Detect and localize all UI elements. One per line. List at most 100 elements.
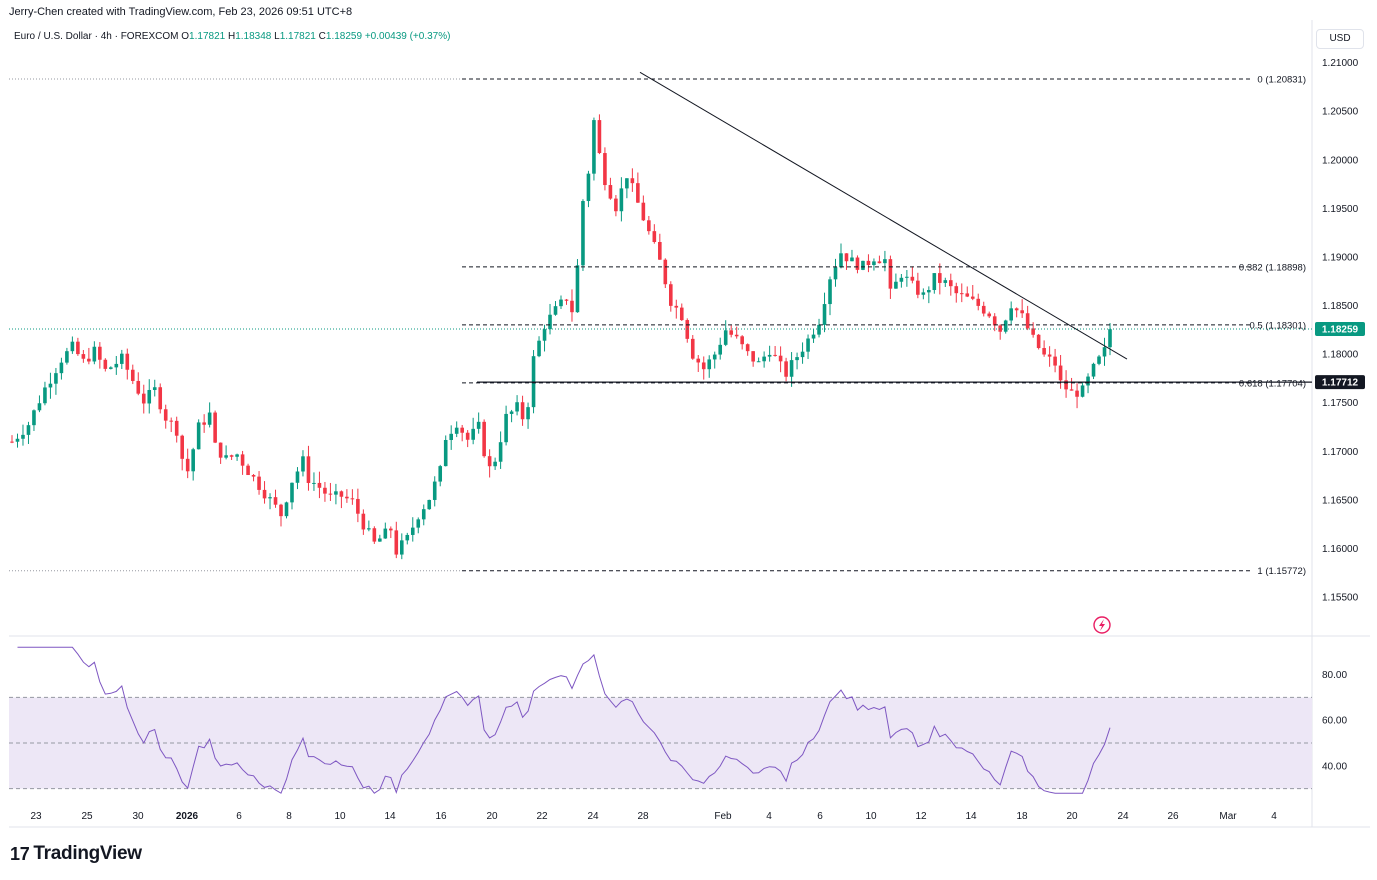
candle-body (927, 290, 931, 293)
time-tick-label: 12 (915, 811, 927, 822)
price-tick-label: 1.20500 (1322, 107, 1359, 118)
time-tick-label: 22 (536, 811, 548, 822)
candle-body (712, 354, 717, 360)
time-tick-label: Feb (714, 811, 732, 822)
candle-body (345, 496, 349, 499)
candle-body (1058, 365, 1063, 381)
candle-body (312, 482, 316, 484)
candle-body (542, 329, 547, 341)
candle-body (284, 502, 289, 517)
candle-body (910, 276, 915, 281)
candle-body (1108, 329, 1112, 348)
candle-body (581, 201, 585, 266)
candle-body (339, 491, 344, 497)
candle-body (48, 383, 53, 388)
candle-body (43, 387, 47, 404)
candle-body (608, 185, 613, 199)
price-tick-label: 1.20000 (1322, 155, 1359, 166)
candle-body (185, 458, 190, 472)
rsi-tick-label: 40.00 (1322, 761, 1347, 772)
candle-body (273, 497, 278, 505)
candle-body (844, 253, 849, 262)
candle-body (454, 427, 459, 434)
candle-body (405, 534, 410, 541)
currency-button[interactable]: USD (1316, 29, 1364, 49)
open-label: O (181, 31, 190, 42)
candle-body (663, 259, 668, 285)
candle-body (317, 482, 322, 488)
candle-body (855, 257, 860, 270)
candle-body (679, 307, 684, 321)
time-tick-label: 26 (1167, 811, 1179, 822)
candle-body (751, 351, 755, 362)
symbol-title[interactable]: Euro / U.S. Dollar · 4h · FOREXCOM (14, 31, 179, 42)
candle-body (438, 466, 443, 482)
candle-body (685, 320, 690, 339)
price-tick-label: 1.19000 (1322, 252, 1359, 263)
time-tick-label: 20 (1066, 811, 1078, 822)
fib-level-label: 0.618 (1.17704) (1239, 378, 1306, 389)
candle-body (251, 475, 256, 477)
candle-body (762, 356, 766, 362)
candle-body (669, 284, 673, 306)
candle-body (981, 305, 986, 314)
candle-body (246, 465, 250, 476)
candle-body (421, 509, 426, 520)
candle-body (597, 120, 602, 154)
candle-body (828, 279, 832, 305)
candle-body (235, 454, 239, 457)
candle-body (658, 242, 662, 260)
price-tick-label: 1.18500 (1322, 301, 1359, 312)
candle-body (54, 373, 58, 384)
time-tick-label: 24 (1117, 811, 1129, 822)
candle-body (899, 277, 904, 282)
tradingview-brand[interactable]: 17 TradingView (10, 843, 142, 865)
candle-body (432, 481, 437, 500)
candle-body (959, 293, 964, 295)
candle-body (1020, 310, 1024, 314)
candle-body (1069, 389, 1074, 391)
candle-body (399, 540, 404, 555)
candle-body (559, 299, 563, 307)
candle-body (520, 402, 525, 420)
candle-body (279, 504, 283, 517)
candle-body (916, 280, 920, 295)
candle-body (1025, 313, 1030, 329)
candle-body (987, 313, 992, 317)
price-tick-label: 1.16000 (1322, 544, 1359, 555)
time-tick-label: 25 (81, 811, 93, 822)
candle-body (147, 389, 152, 404)
candle-body (734, 334, 739, 337)
price-tick-label: 1.16500 (1322, 495, 1359, 506)
tradingview-logo-icon: 17 (10, 843, 30, 864)
candle-body (498, 442, 503, 462)
candle-body (690, 338, 695, 359)
candle-body (1014, 308, 1019, 311)
time-tick-label: 4 (1271, 811, 1277, 822)
candle-body (81, 354, 86, 359)
candle-body (389, 528, 393, 531)
candle-body (141, 393, 146, 404)
candle-body (965, 293, 970, 297)
candle-body (1031, 328, 1035, 335)
candle-body (970, 296, 975, 299)
last-price-badge (1315, 321, 1365, 336)
candle-body (905, 276, 909, 278)
candle-body (954, 286, 959, 294)
candle-body (531, 356, 536, 408)
candle-body (850, 257, 854, 262)
candle-body (1075, 390, 1079, 397)
candle-body (136, 380, 141, 394)
time-tick-label: 14 (965, 811, 977, 822)
candle-body (416, 519, 421, 528)
candle-body (350, 498, 355, 500)
candle-body (767, 354, 772, 357)
candle-body (784, 361, 788, 377)
candle-body (592, 120, 596, 174)
candle-body (636, 183, 640, 203)
candle-body (1102, 347, 1107, 357)
candle-body (647, 220, 651, 232)
price-tick-label: 1.21000 (1322, 58, 1359, 69)
candle-body (114, 363, 119, 368)
